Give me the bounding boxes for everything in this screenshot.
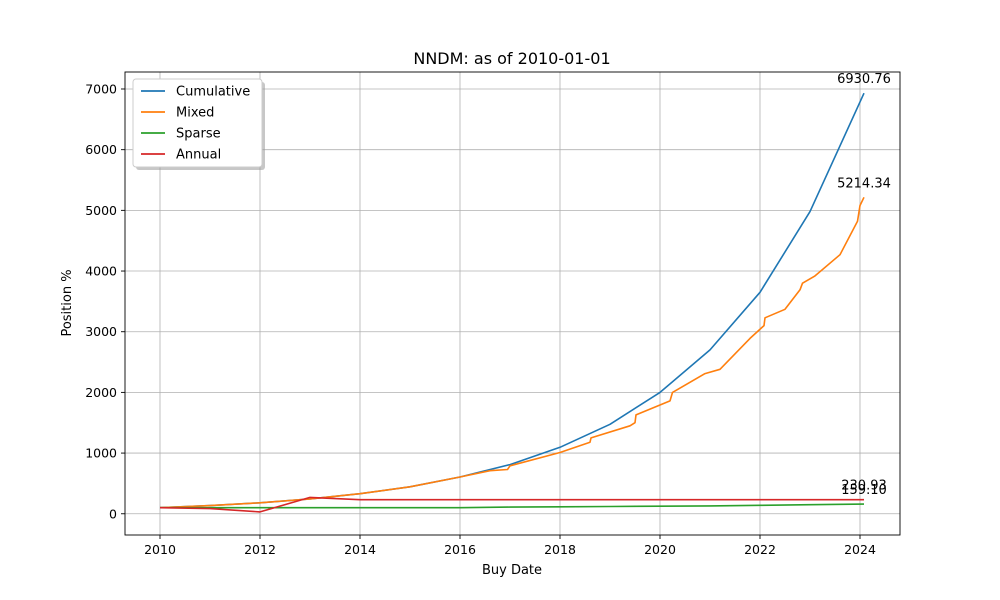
data-label: 6930.76 xyxy=(837,72,891,87)
y-tick-label: 6000 xyxy=(85,142,117,157)
grid-lines xyxy=(125,72,900,535)
y-tick-label: 0 xyxy=(109,506,117,521)
axis-ticks: 2010 2012 2014 2016 2018 2020 2022 2024 0 1000 200… xyxy=(85,81,876,557)
plot-frame xyxy=(124,71,901,536)
x-tick-label: 2016 xyxy=(444,542,476,557)
x-tick-label: 2010 xyxy=(144,542,176,557)
x-axis-label: Buy Date xyxy=(482,563,542,578)
data-label: 230.93 xyxy=(841,479,887,494)
y-axis-label: Position % xyxy=(60,269,75,336)
chart-title: NNDM: as of 2010-01-01 xyxy=(413,49,610,68)
series-line-sparse xyxy=(160,503,865,509)
y-tick-label: 4000 xyxy=(85,264,117,279)
x-tick-label: 2014 xyxy=(344,542,376,557)
x-tick-label: 2024 xyxy=(844,542,876,557)
legend-box xyxy=(132,78,263,168)
y-tick-label: 1000 xyxy=(85,446,117,461)
x-tick-label: 2018 xyxy=(544,542,576,557)
data-label: 159.10 xyxy=(841,483,887,498)
legend-entry: Annual xyxy=(176,148,221,163)
series-line-annual xyxy=(159,496,864,513)
x-tick-label: 2012 xyxy=(244,542,276,557)
series-line-cumulative xyxy=(159,92,865,509)
series-lines xyxy=(159,92,865,513)
legend-entry: Cumulative xyxy=(176,85,250,100)
legend-entry: Mixed xyxy=(176,106,214,121)
y-tick-label: 3000 xyxy=(85,324,117,339)
legend: Cumulative Mixed Sparse Annual xyxy=(132,78,265,170)
y-tick-label: 5000 xyxy=(85,203,117,218)
x-tick-label: 2020 xyxy=(644,542,676,557)
series-line-mixed xyxy=(159,196,865,509)
y-tick-label: 2000 xyxy=(85,385,117,400)
x-tick-label: 2022 xyxy=(744,542,776,557)
y-tick-label: 7000 xyxy=(85,81,117,96)
legend-entry: Sparse xyxy=(176,127,221,142)
data-label: 5214.34 xyxy=(837,176,891,191)
